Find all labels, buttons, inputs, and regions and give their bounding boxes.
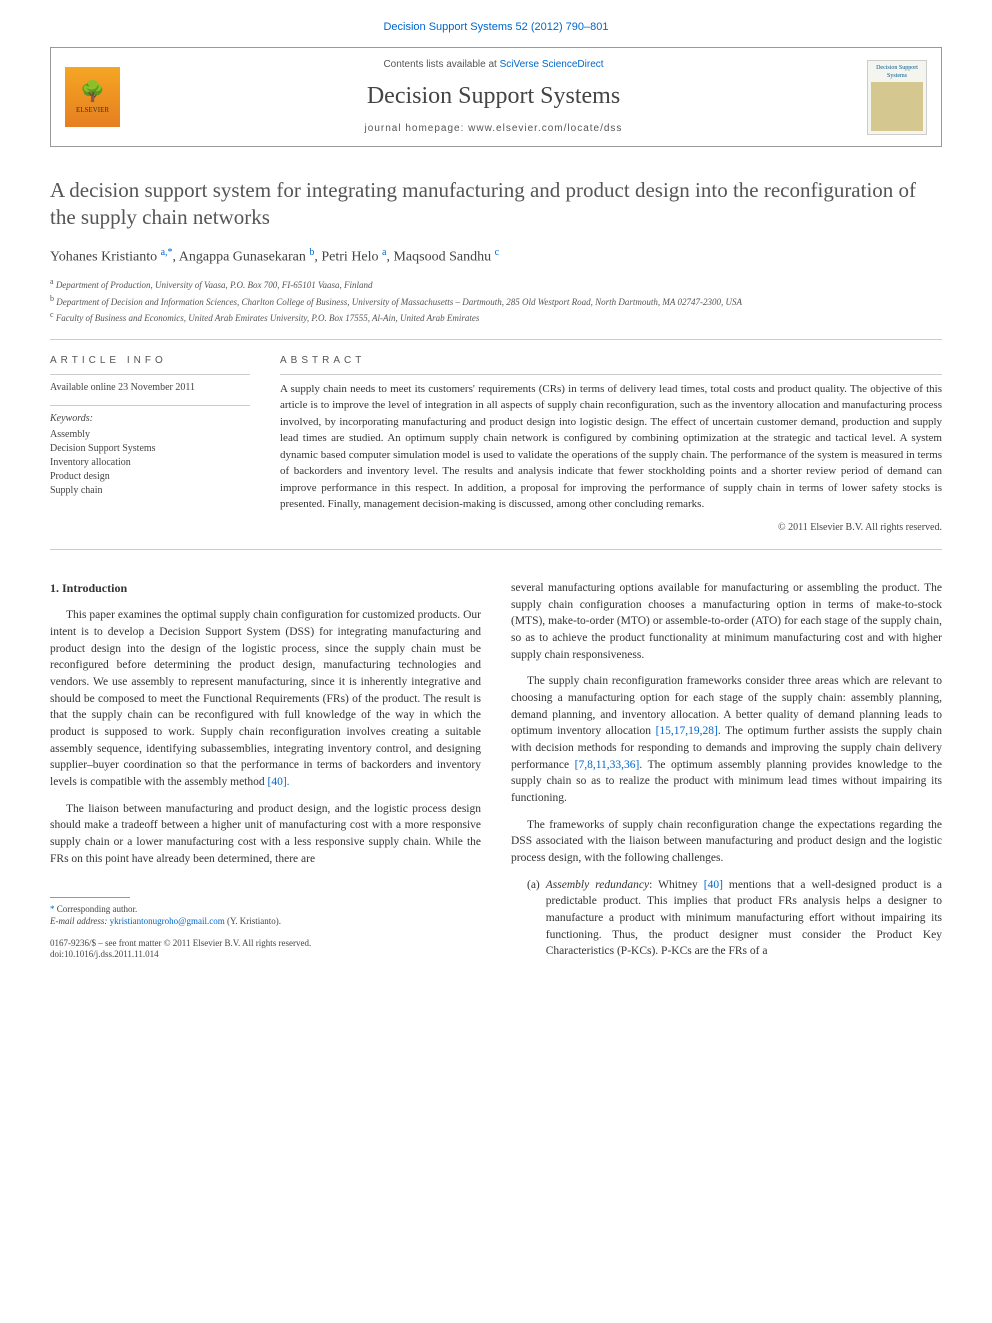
abstract-copyright: © 2011 Elsevier B.V. All rights reserved… — [280, 521, 942, 535]
corresponding-author-note: * Corresponding author. — [50, 904, 481, 916]
journal-header-box: 🌳 ELSEVIER Contents lists available at S… — [50, 47, 942, 147]
body-paragraph: The supply chain reconfiguration framewo… — [511, 673, 942, 806]
doi-block: 0167-9236/$ – see front matter © 2011 El… — [50, 938, 481, 961]
body-column-right: several manufacturing options available … — [511, 580, 942, 961]
body-paragraph: several manufacturing options available … — [511, 580, 942, 663]
email-footnote: E-mail address: ykristiantonugroho@gmail… — [50, 916, 481, 928]
abstract-text: A supply chain needs to meet its custome… — [280, 374, 942, 513]
author-email-link[interactable]: ykristiantonugroho@gmail.com — [110, 916, 225, 926]
affiliation: c Faculty of Business and Economics, Uni… — [50, 310, 942, 325]
citation-link[interactable]: [40]. — [268, 776, 290, 788]
affiliation: a Department of Production, University o… — [50, 277, 942, 292]
keyword: Inventory allocation — [50, 456, 250, 470]
keywords-label: Keywords: — [50, 412, 250, 426]
keyword: Supply chain — [50, 484, 250, 498]
body-paragraph: The frameworks of supply chain reconfigu… — [511, 817, 942, 867]
keyword: Product design — [50, 470, 250, 484]
list-content: Assembly redundancy: Whitney [40] mentio… — [546, 877, 942, 960]
keyword: Decision Support Systems — [50, 442, 250, 456]
keywords-list: AssemblyDecision Support SystemsInventor… — [50, 428, 250, 498]
body-paragraph: This paper examines the optimal supply c… — [50, 607, 481, 790]
elsevier-logo: 🌳 ELSEVIER — [65, 67, 120, 127]
citation-link[interactable]: [40] — [704, 879, 723, 891]
section-heading-intro: 1. Introduction — [50, 580, 481, 597]
sciencedirect-link[interactable]: SciVerse ScienceDirect — [500, 59, 604, 70]
keyword: Assembly — [50, 428, 250, 442]
divider — [50, 549, 942, 550]
citation-header: Decision Support Systems 52 (2012) 790–8… — [50, 20, 942, 35]
article-info-heading: ARTICLE INFO — [50, 354, 250, 368]
abstract-column: ABSTRACT A supply chain needs to meet it… — [280, 354, 942, 535]
divider — [50, 339, 942, 340]
list-item-a: (a) Assembly redundancy: Whitney [40] me… — [527, 877, 942, 960]
journal-homepage: journal homepage: www.elsevier.com/locat… — [134, 122, 853, 136]
header-center: Contents lists available at SciVerse Sci… — [134, 58, 853, 136]
contents-available: Contents lists available at SciVerse Sci… — [134, 58, 853, 72]
abstract-heading: ABSTRACT — [280, 354, 942, 368]
author-list: Yohanes Kristianto a,*, Angappa Gunaseka… — [50, 246, 942, 267]
article-info-column: ARTICLE INFO Available online 23 Novembe… — [50, 354, 250, 535]
body-columns: 1. Introduction This paper examines the … — [50, 580, 942, 961]
citation-link[interactable]: [7,8,11,33,36] — [575, 759, 640, 771]
body-paragraph: The liaison between manufacturing and pr… — [50, 801, 481, 868]
footnote-separator — [50, 897, 130, 898]
journal-cover-thumbnail: Decision Support Systems — [867, 60, 927, 135]
body-column-left: 1. Introduction This paper examines the … — [50, 580, 481, 961]
citation-link[interactable]: [15,17,19,28] — [656, 725, 718, 737]
list-marker: (a) — [527, 877, 540, 960]
available-online: Available online 23 November 2011 — [50, 374, 250, 395]
journal-name: Decision Support Systems — [134, 80, 853, 114]
article-title: A decision support system for integratin… — [50, 177, 942, 232]
affiliation: b Department of Decision and Information… — [50, 294, 942, 309]
